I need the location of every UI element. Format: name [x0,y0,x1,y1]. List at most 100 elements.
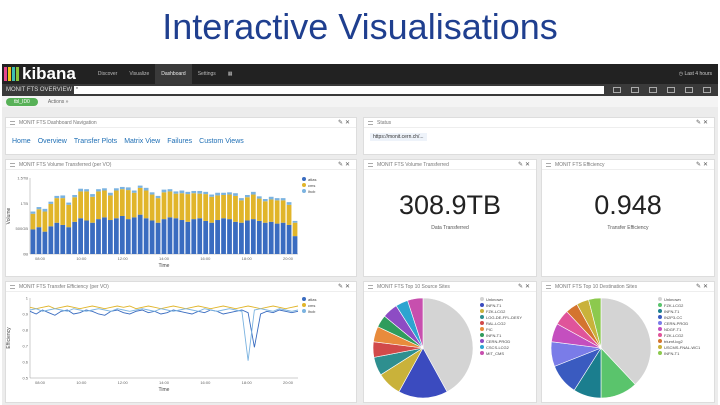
legend-label: cms [308,182,316,188]
new-icon[interactable] [631,87,639,93]
filter-pill[interactable]: tbl_ID0 [6,97,38,106]
bar-atlas [78,218,83,254]
legend-label: USCMS-FNAL-WC1 [664,344,701,350]
drag-handle-icon[interactable] [10,284,15,289]
legend-item[interactable]: RAL-LCG2 [480,320,522,326]
tab-discover[interactable]: Discover [97,71,118,77]
pie-slice [588,297,602,349]
legend-swatch [480,303,484,307]
legend-item[interactable]: FZK-LCG2 [658,302,700,308]
link-home[interactable]: Home [12,138,31,145]
bar-lhcb [66,202,72,205]
legend-label: lhcb [308,188,316,194]
drag-handle-icon[interactable] [546,162,551,167]
bar-atlas [197,218,203,254]
legend-item[interactable]: INFN-T1 [658,350,700,356]
link-overview[interactable]: Overview [37,138,67,145]
legend-swatch [302,183,306,187]
legend-item[interactable]: Unknown [658,296,700,302]
legend-label: cms [308,302,316,308]
bar-atlas [286,224,292,254]
share-icon[interactable] [685,87,693,93]
bar-atlas [221,218,226,254]
bar-lhcb [155,195,161,199]
legend-item[interactable]: MIT_CMS [480,350,522,356]
bar-atlas [42,231,48,254]
legend-item[interactable]: lhcb [302,308,316,314]
drag-handle-icon[interactable] [10,120,15,125]
bar-cms [173,193,179,219]
drag-handle-icon[interactable] [368,120,373,125]
metric-label: Transfer Efficiency [607,225,649,231]
legend-item[interactable]: lhcb [302,188,316,194]
bar-atlas [250,219,256,254]
panel-tools-icon[interactable]: ✎✕ [695,162,710,168]
add-icon[interactable] [703,87,711,93]
legend-item[interactable]: FZK-LCG2 [480,308,522,314]
panel-title: MONIT FTS Top 10 Source Sites [377,283,450,290]
dest-sites-pie [550,297,652,399]
bar-atlas [102,217,107,254]
bar-lhcb [102,188,107,191]
kibana-logo[interactable]: kibana [2,64,76,84]
bar-cms [119,189,125,216]
bar-lhcb [250,191,256,195]
legend-swatch [658,297,662,301]
status-link[interactable]: https://monit.cern.ch/... [370,133,427,141]
search-icon[interactable] [613,87,621,93]
time-picker[interactable]: ◷ Last 4 hours [678,71,712,77]
panel-dest-sites: MONIT FTS Top 10 Destination Sites ✎✕ Unk… [541,281,715,403]
legend-swatch [480,351,484,355]
grid-icon[interactable]: ▦ [227,71,233,77]
legend-item[interactable]: INFN-T1 [480,302,522,308]
panel-tools-icon[interactable]: ✎✕ [517,162,532,168]
panel-tools-icon[interactable]: ✎✕ [337,162,352,168]
legend-item[interactable]: PIC [480,326,522,332]
panel-tools-icon[interactable]: ✎✕ [337,120,352,126]
legend-item[interactable]: triumf-lcg2 [658,338,700,344]
panel-tools-icon[interactable]: ✎✕ [695,284,710,290]
legend-item[interactable]: INFN-T1 [480,332,522,338]
tab-settings[interactable]: Settings [197,71,216,77]
legend-item[interactable]: USCMS-FNAL-WC1 [658,344,700,350]
legend-item[interactable]: atlas [302,296,316,302]
link-failures[interactable]: Failures [167,138,193,145]
legend-item[interactable]: cms [302,182,316,188]
legend-swatch [658,327,662,331]
x-tick-label: 14:00 [159,256,170,261]
legend-item[interactable]: cms [302,302,316,308]
legend-item[interactable]: NDGF-T1 [658,326,700,332]
bar-atlas [167,217,173,254]
link-custom-views[interactable]: Custom Views [199,138,244,145]
panel-title: MONIT FTS Volume Transferred (per VO) [19,161,112,168]
drag-handle-icon[interactable] [368,284,373,289]
drag-handle-icon[interactable] [10,162,15,167]
legend-item[interactable]: IN2P3-CC [658,314,700,320]
drag-handle-icon[interactable] [368,162,373,167]
link-matrix-view[interactable]: Matrix View [124,138,161,145]
open-icon[interactable] [667,87,675,93]
legend-item[interactable]: CSCS-LCG2 [480,344,522,350]
panel-tools-icon[interactable]: ✎✕ [517,284,532,290]
legend-item[interactable]: INFN-T1 [658,308,700,314]
panel-tools-icon[interactable]: ✎✕ [337,284,352,290]
panel-status: Status ✎✕ https://monit.cern.ch/... [363,117,715,155]
tab-visualize[interactable]: Visualize [129,71,150,77]
legend-item[interactable]: LOG-DE-FFL-DESY [480,314,522,320]
bar-cms [113,190,119,219]
panel-tools-icon[interactable]: ✎✕ [695,120,710,126]
save-icon[interactable] [649,87,657,93]
legend-item[interactable]: FZK-LCG2 [658,332,700,338]
bar-cms [268,199,274,222]
drag-handle-icon[interactable] [546,284,551,289]
tab-dashboard[interactable]: Dashboard [155,64,192,84]
bar-cms [179,193,185,221]
legend-item[interactable]: Unknown [480,296,522,302]
legend-item[interactable]: CERN-PROD [658,320,700,326]
legend-item[interactable]: CERN-PROD [480,338,522,344]
bar-atlas [215,220,220,254]
search-input[interactable] [74,86,604,94]
actions-link[interactable]: Actions » [47,98,69,105]
legend-item[interactable]: atlas [302,176,316,182]
link-transfer-plots[interactable]: Transfer Plots [73,138,118,145]
